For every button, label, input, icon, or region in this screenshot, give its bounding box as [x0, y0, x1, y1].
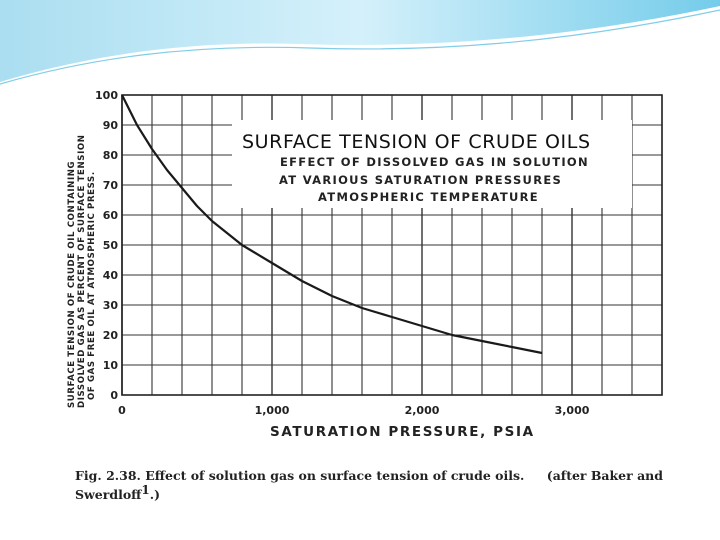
chart-subtitle-line-2: AT VARIOUS SATURATION PRESSURES: [279, 173, 562, 187]
chart-subtitle-line-3: ATMOSPHERIC TEMPERATURE: [318, 190, 539, 204]
header-swoosh-line: [0, 9, 720, 85]
y-tick-label-20: 20: [103, 329, 119, 342]
y-tick-label-50: 50: [103, 239, 119, 252]
y-tick-label-0: 0: [110, 389, 118, 402]
x-tick-label-0: 0: [118, 404, 126, 417]
caption-line-2: Swerdloff: [75, 487, 142, 503]
caption-line-2-end: .): [149, 487, 161, 503]
x-tick-label-2000: 2,000: [405, 404, 440, 417]
y-tick-label-100: 100: [95, 89, 118, 102]
x-axis-label: SATURATION PRESSURE, PSIA: [270, 424, 535, 440]
y-axis-label: SURFACE TENSION OF CRUDE OIL CONTAINING …: [67, 134, 97, 408]
x-tick-label-3000: 3,000: [555, 404, 590, 417]
chart-subtitle-line-1: EFFECT OF DISSOLVED GAS IN SOLUTION: [280, 155, 589, 169]
grid: [121, 94, 663, 396]
caption-attribution: (after Baker and: [546, 468, 663, 483]
y-axis-label-line-3: OF GAS FREE OIL AT ATMOSPHERIC PRESS.: [87, 171, 97, 400]
y-tick-label-30: 30: [103, 299, 119, 312]
y-axis-label-line-1: SURFACE TENSION OF CRUDE OIL CONTAINING: [67, 161, 77, 408]
chart-title: SURFACE TENSION OF CRUDE OILS: [242, 131, 591, 153]
y-tick-label-10: 10: [103, 359, 119, 372]
caption-line-1: Fig. 2.38. Effect of solution gas on sur…: [75, 468, 525, 483]
y-tick-label-40: 40: [103, 269, 119, 282]
plot-frame: [121, 94, 663, 396]
series: [121, 94, 543, 355]
y-tick-label-70: 70: [103, 179, 119, 192]
x-tick-label-1000: 1,000: [255, 404, 290, 417]
figure-caption: Fig. 2.38. Effect of solution gas on sur…: [75, 466, 695, 505]
title-backdrop: [232, 120, 632, 208]
y-tick-label-60: 60: [103, 209, 119, 222]
tick-labels: 0 10 20 30 40 50 60 70 80 90 100 0 1,000 2,000 3,000: [95, 89, 590, 417]
y-axis-label-line-2: DISSOLVED GAS AS PERCENT OF SURFACE TENS…: [77, 134, 87, 408]
y-tick-label-90: 90: [103, 119, 119, 132]
caption-superscript: 1: [141, 483, 150, 498]
y-tick-label-80: 80: [103, 149, 119, 162]
series-line-0: [121, 94, 543, 355]
header-swoosh: [0, 0, 720, 82]
